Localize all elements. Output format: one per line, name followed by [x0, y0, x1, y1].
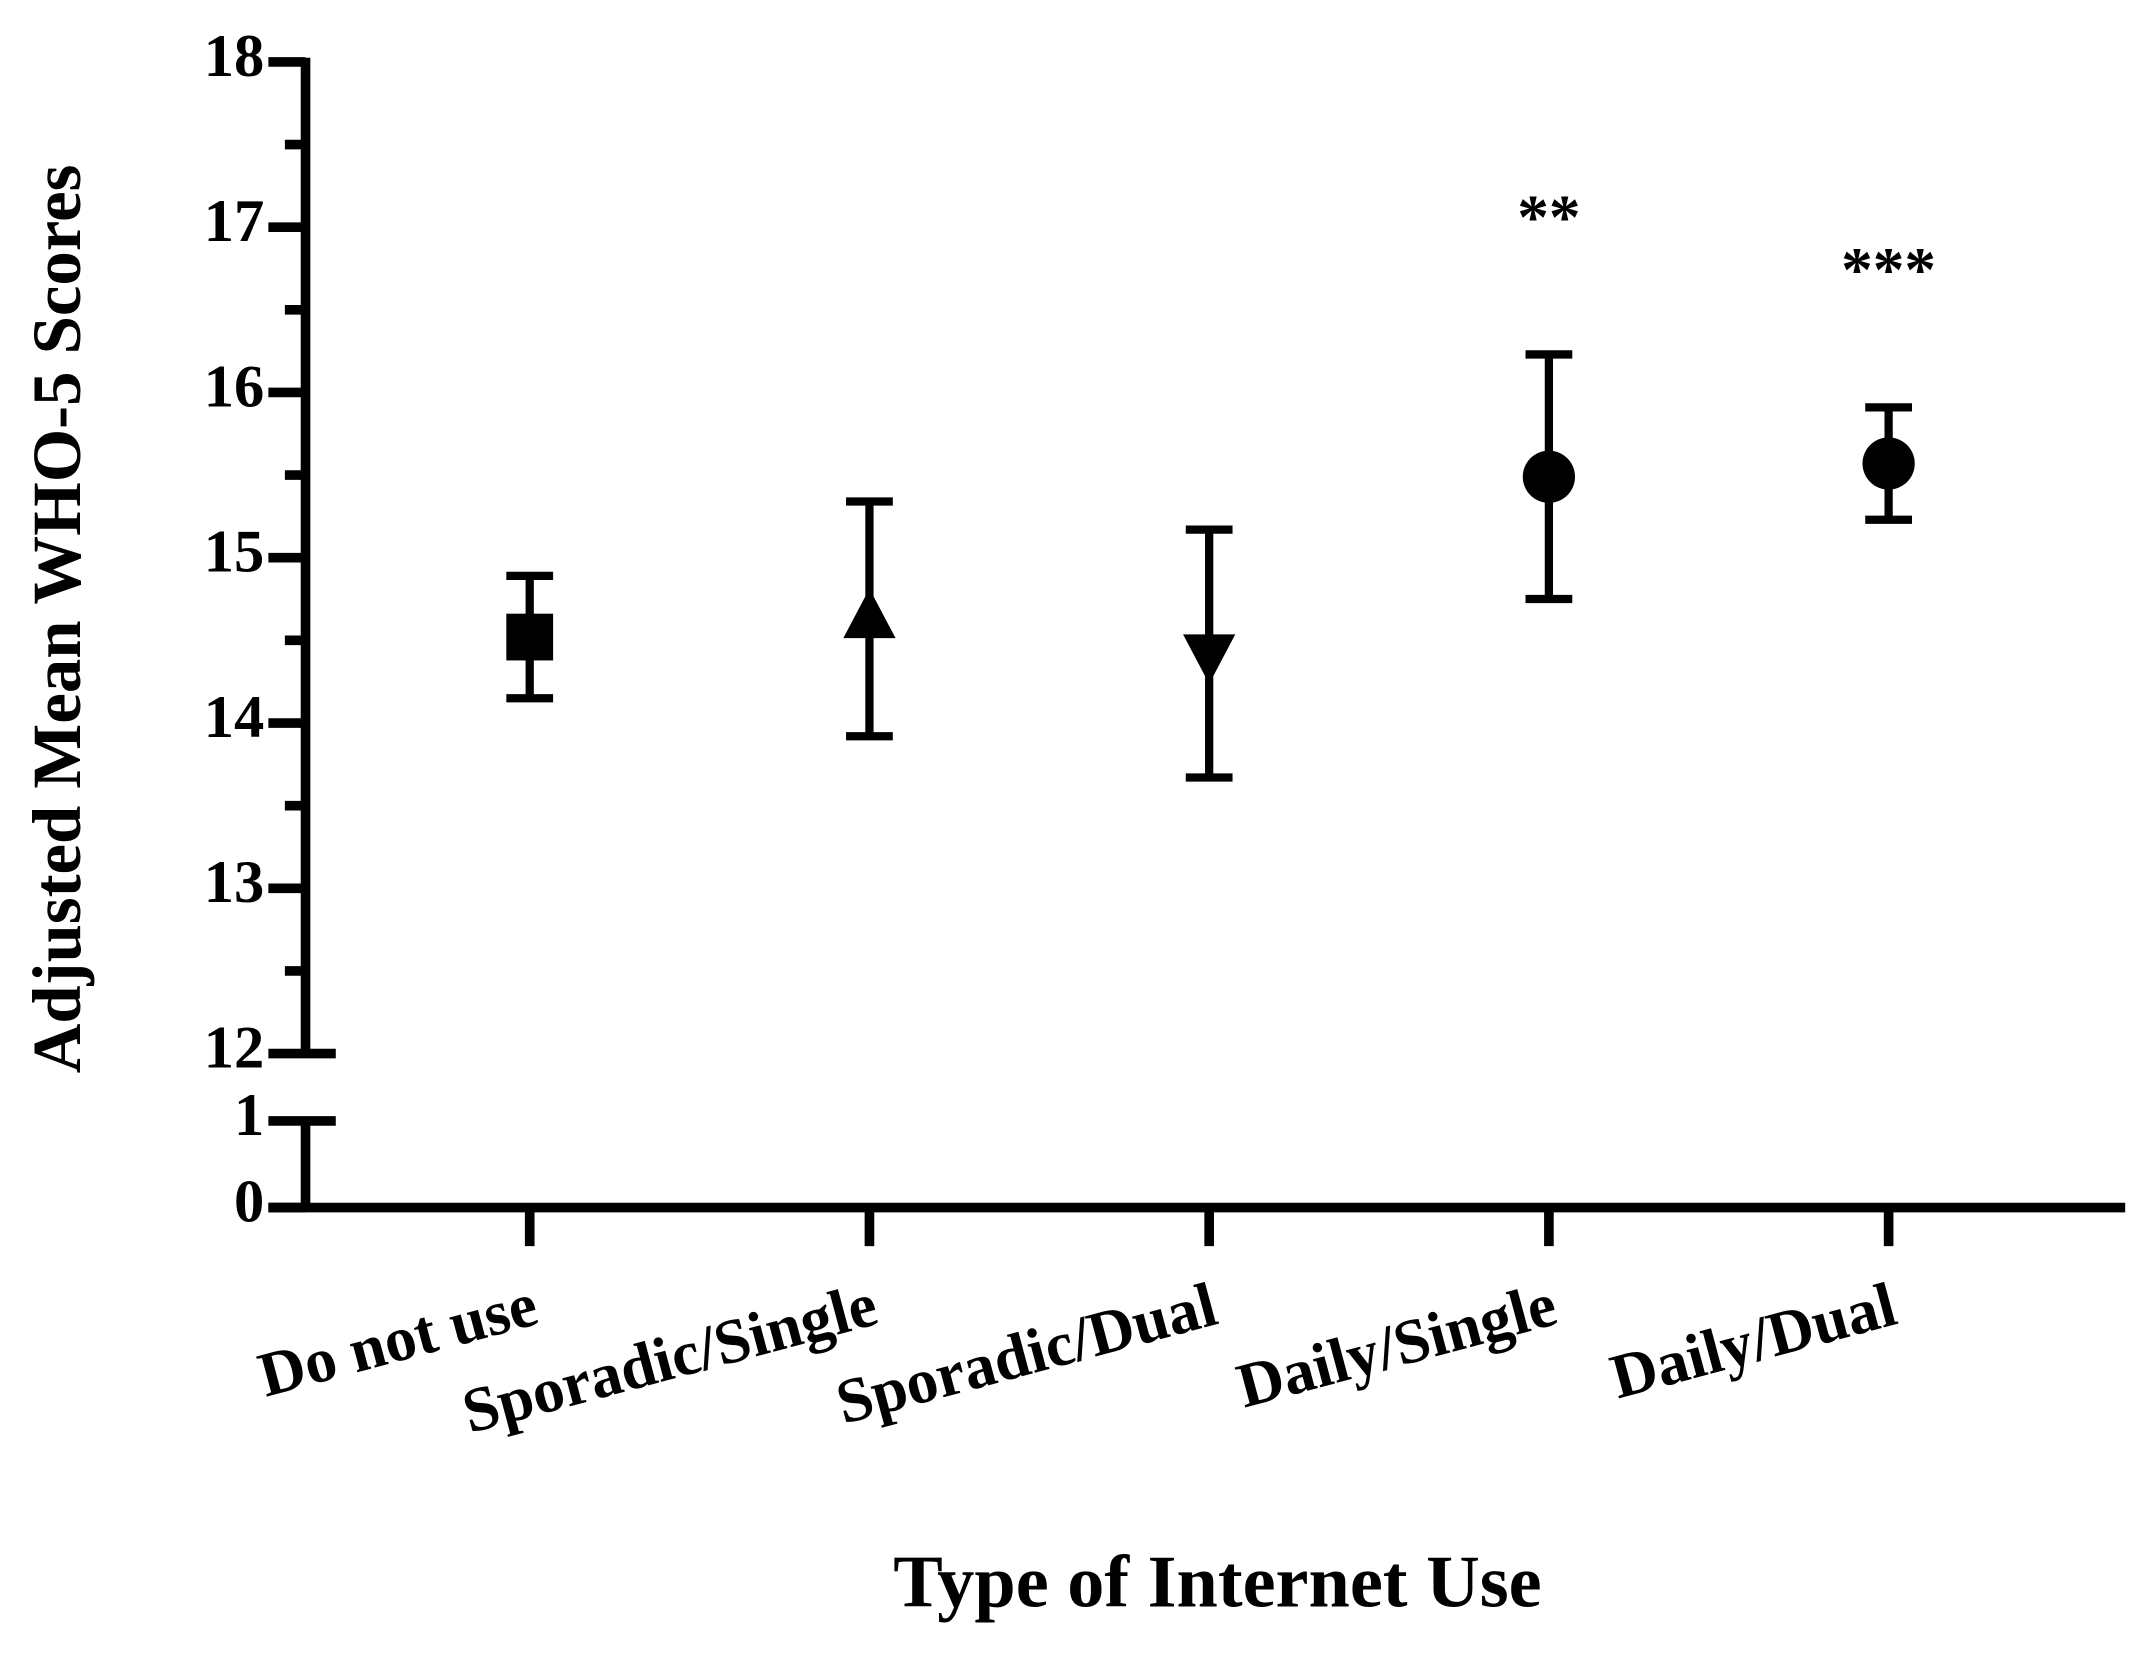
y-tick-label: 0	[234, 1169, 264, 1236]
marker	[1522, 450, 1576, 503]
annotation: ***	[1841, 235, 1936, 305]
y-tick-label: 17	[204, 188, 265, 255]
x-tick-label: Daily/Single	[1230, 1269, 1564, 1421]
y-axis-title: Adjusted Mean WHO-5 Scores	[19, 165, 95, 1074]
y-tick-label: 18	[204, 23, 265, 90]
marker	[1183, 634, 1236, 684]
y-tick-label: 1	[234, 1082, 264, 1149]
x-tick-label: Daily/Dual	[1603, 1269, 1903, 1412]
marker	[1862, 437, 1915, 490]
x-tick-label: Sporadic/Dual	[829, 1269, 1224, 1438]
x-axis-title: Type of Internet Use	[893, 1541, 1541, 1623]
marker	[843, 588, 896, 639]
y-tick-label: 12	[204, 1014, 265, 1081]
y-tick-label: 15	[204, 519, 265, 586]
y-tick-label: 16	[204, 353, 265, 420]
marker	[506, 613, 554, 661]
annotation: **	[1517, 182, 1580, 252]
y-tick-label: 13	[204, 849, 265, 916]
y-tick-label: 14	[204, 684, 265, 751]
